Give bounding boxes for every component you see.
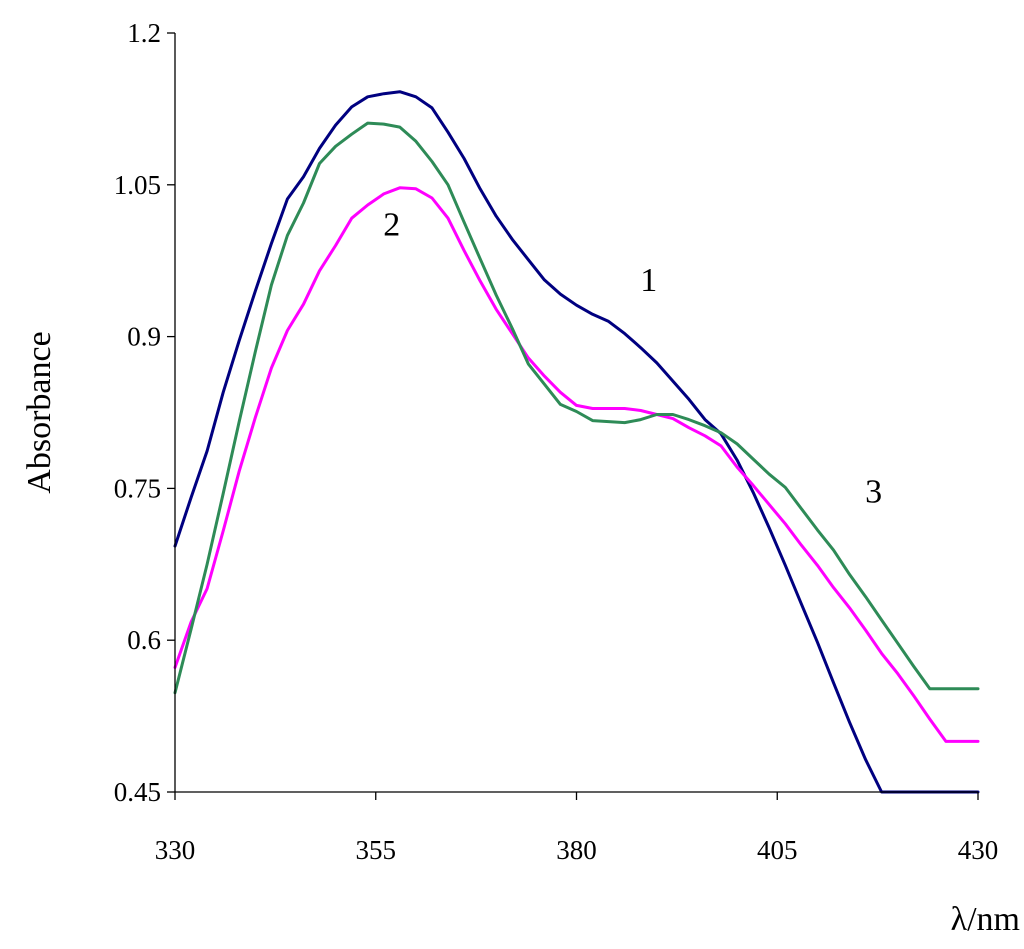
- y-tick-label: 1.2: [127, 18, 161, 48]
- y-axis-title: Absorbance: [21, 331, 58, 493]
- x-tick-label: 355: [356, 835, 397, 865]
- series-layer: [173, 90, 980, 794]
- series-line-1: [173, 90, 980, 794]
- series-labels-layer: 1 2 3: [383, 206, 882, 510]
- y-tick-label: 1.05: [114, 170, 161, 200]
- series-label-3: 3: [865, 474, 882, 511]
- series-line-3: [173, 121, 980, 695]
- x-tick-label: 380: [556, 835, 597, 865]
- series-label-2: 2: [383, 206, 400, 243]
- x-tick-label: 430: [958, 835, 999, 865]
- y-tick-label: 0.6: [127, 625, 161, 655]
- series-line-2: [173, 186, 980, 743]
- series-label-1: 1: [640, 262, 657, 299]
- x-tick-label: 405: [757, 835, 798, 865]
- ticks-layer: 0.45 0.6 0.75 0.9 1.05 1.2 330 355 380 405 430: [114, 18, 999, 865]
- y-tick-label: 0.45: [114, 777, 161, 807]
- x-tick-label: 330: [155, 835, 196, 865]
- y-tick-label: 0.75: [114, 473, 161, 503]
- x-axis-title: λ/nm: [951, 901, 1020, 938]
- y-tick-label: 0.9: [127, 322, 161, 352]
